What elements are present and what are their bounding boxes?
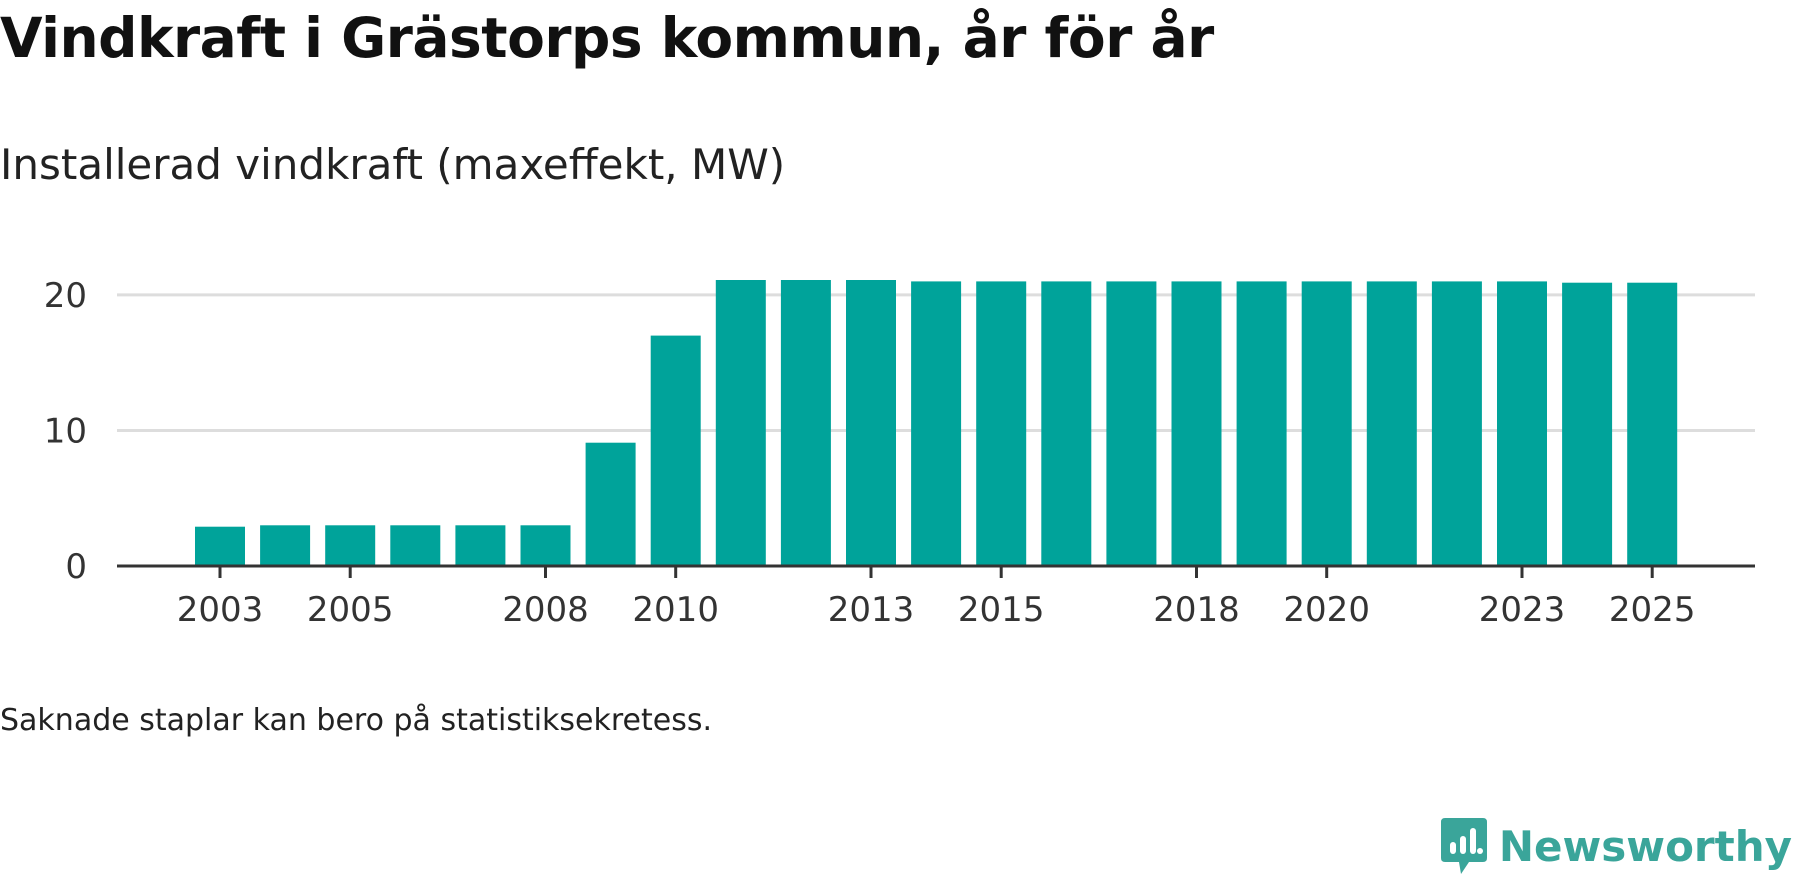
bar-2013 bbox=[846, 280, 896, 566]
y-tick-label: 10 bbox=[44, 411, 87, 451]
x-tick-label: 2015 bbox=[958, 590, 1045, 630]
bar-2009 bbox=[585, 442, 636, 566]
bar-2004 bbox=[260, 525, 311, 566]
bar-2021 bbox=[1366, 281, 1417, 566]
bar-2025 bbox=[1627, 282, 1678, 566]
x-tick-label: 2025 bbox=[1609, 590, 1696, 630]
bar-2023 bbox=[1497, 281, 1547, 566]
bar-2024 bbox=[1562, 282, 1613, 566]
x-tick-labels: 2003 2005 2008 2010 2013 2015 2018 2020 2023 2025 bbox=[177, 590, 1696, 630]
bar-2006 bbox=[390, 525, 441, 566]
brand-name: Newsworthy bbox=[1498, 821, 1792, 871]
bar-2005 bbox=[325, 525, 376, 566]
brand: Newsworthy bbox=[1439, 816, 1792, 876]
bar-2019 bbox=[1236, 281, 1287, 566]
newsworthy-logo-icon bbox=[1440, 818, 1487, 874]
x-tick-label: 2023 bbox=[1479, 590, 1566, 630]
y-tick-labels: 0 10 20 bbox=[44, 276, 87, 587]
y-tick-label: 0 bbox=[65, 547, 87, 587]
bar-2010 bbox=[650, 335, 701, 566]
bar-2020 bbox=[1301, 281, 1352, 566]
bar-2007 bbox=[455, 525, 506, 566]
y-tick-label: 20 bbox=[44, 276, 87, 316]
chart-subtitle: Installerad vindkraft (maxeffekt, MW) bbox=[0, 140, 786, 189]
bar-2011 bbox=[715, 280, 766, 566]
bar-2003 bbox=[195, 526, 245, 566]
bar-2008 bbox=[520, 525, 571, 566]
x-tick-label: 2003 bbox=[177, 590, 264, 630]
x-tick-label: 2018 bbox=[1153, 590, 1240, 630]
bar-2017 bbox=[1106, 281, 1157, 566]
footnote: Saknade staplar kan bero på statistiksek… bbox=[0, 703, 713, 738]
bars bbox=[195, 280, 1678, 566]
bar-2014 bbox=[911, 281, 962, 566]
bar-2016 bbox=[1041, 281, 1092, 566]
bar-2018 bbox=[1171, 281, 1222, 566]
x-tick-label: 2013 bbox=[828, 590, 915, 630]
x-tick-label: 2005 bbox=[307, 590, 394, 630]
x-axis bbox=[117, 564, 1755, 578]
bar-2012 bbox=[780, 280, 831, 566]
chart-title: Vindkraft i Grästorps kommun, år för år bbox=[0, 6, 1214, 70]
bar-2022 bbox=[1431, 281, 1482, 566]
x-tick-label: 2020 bbox=[1283, 590, 1370, 630]
x-tick-label: 2008 bbox=[502, 590, 589, 630]
bar-2015 bbox=[976, 281, 1027, 566]
x-tick-label: 2010 bbox=[632, 590, 719, 630]
